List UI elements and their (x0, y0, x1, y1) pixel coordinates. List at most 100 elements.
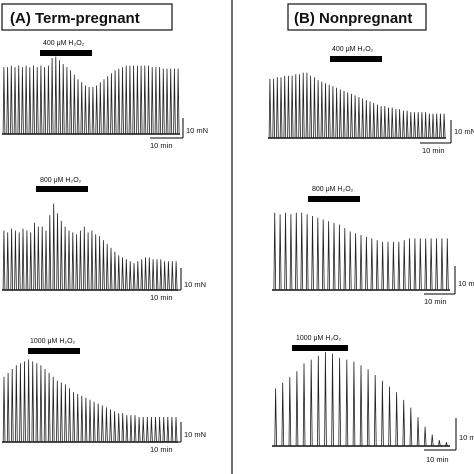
contraction-peak (113, 411, 116, 443)
contraction-peak (397, 241, 401, 291)
contraction-peak (60, 220, 63, 291)
panel-a-title: (A) Term-pregnant (10, 10, 140, 27)
contraction-peak (322, 219, 325, 291)
contraction-peak (97, 403, 100, 443)
contraction-peak (79, 230, 82, 291)
contraction-peak (165, 68, 169, 135)
panel-b-title-box (287, 3, 427, 31)
contraction-peak (121, 67, 124, 135)
contraction-peak (442, 113, 446, 139)
contraction-peak (139, 65, 143, 135)
contraction-peak (117, 255, 121, 291)
contraction-peak (431, 113, 435, 139)
contraction-peak (21, 67, 24, 135)
contraction-peak (10, 65, 13, 135)
contraction-peak (60, 382, 63, 443)
contraction-peak (2, 376, 6, 443)
contraction-peak (39, 65, 43, 135)
contraction-peak (94, 234, 98, 291)
contraction-peak (386, 241, 390, 291)
contraction-peak (438, 440, 441, 447)
scale-force-label-b1: 10 mN (454, 127, 474, 136)
contraction-peak (445, 442, 448, 447)
treatment-label-a1: 400 μM H₂O₂ (43, 40, 85, 47)
contraction-peak (284, 212, 287, 291)
contraction-peak (316, 80, 320, 139)
contraction-peak (366, 369, 370, 447)
contraction-peak (288, 376, 292, 447)
contraction-peak (65, 67, 69, 135)
treatment-bar-a1 (40, 50, 92, 56)
contraction-peak (23, 361, 26, 443)
contraction-peak (154, 416, 157, 443)
contraction-peak (365, 236, 368, 291)
contraction-peak (121, 257, 124, 291)
contraction-peak (338, 357, 341, 447)
contraction-peak (361, 98, 364, 139)
contraction-peak (332, 222, 336, 291)
contraction-peak (278, 214, 282, 291)
contraction-peak (350, 93, 353, 139)
trace-a3 (2, 359, 178, 443)
contraction-peak (370, 238, 374, 291)
contraction-peak (73, 74, 76, 135)
contraction-peak (128, 65, 132, 135)
contraction-peak (159, 259, 163, 291)
contraction-peak (18, 232, 21, 291)
contraction-peak (167, 261, 170, 291)
contraction-peak (99, 82, 102, 135)
contraction-peak (29, 232, 33, 291)
contraction-peak (140, 259, 144, 291)
contraction-peak (154, 67, 158, 135)
contraction-peak (91, 86, 95, 135)
contraction-peak (359, 365, 363, 447)
scale-force-label-a3: 10 mN (184, 430, 206, 439)
contraction-peak (146, 416, 149, 443)
contraction-peak (50, 57, 54, 135)
contraction-peak (413, 238, 417, 291)
contraction-peak (143, 65, 147, 135)
treatment-label-b1: 400 μM H₂O₂ (332, 46, 374, 53)
contraction-peak (56, 213, 59, 291)
contraction-peak (28, 67, 32, 135)
contraction-peak (368, 101, 372, 139)
contraction-peak (446, 238, 449, 291)
contraction-peak (345, 359, 349, 447)
contraction-peak (171, 261, 174, 291)
contraction-peak (339, 89, 342, 139)
contraction-peak (90, 230, 94, 291)
contraction-peak (58, 60, 61, 135)
contraction-peak (174, 261, 178, 291)
contraction-peak (302, 363, 306, 447)
scale-time-label-b1: 10 min (422, 146, 445, 155)
contraction-peak (117, 413, 121, 443)
trace-b2 (272, 212, 450, 291)
contraction-peak (48, 215, 52, 291)
contraction-peak (117, 68, 121, 135)
contraction-peak (63, 226, 67, 291)
contraction-peak (402, 399, 406, 447)
contraction-peak (283, 75, 287, 139)
contraction-peak (435, 113, 439, 139)
contraction-peak (113, 251, 117, 291)
contraction-peak (359, 234, 363, 291)
contraction-peak (316, 217, 320, 291)
contraction-peak (324, 351, 327, 447)
contraction-peak (381, 380, 384, 447)
contraction-peak (80, 395, 84, 443)
contraction-peak (376, 104, 379, 139)
contraction-peak (6, 232, 10, 291)
contraction-peak (76, 79, 80, 135)
contraction-peak (84, 397, 88, 443)
contraction-peak (14, 230, 17, 291)
contraction-peak (424, 238, 428, 291)
contraction-peak (268, 78, 272, 139)
contraction-peak (35, 363, 39, 443)
scale-force-label-a2: 10 mN (184, 280, 206, 289)
treatment-label-b2: 800 μM H₂O₂ (312, 186, 354, 193)
contraction-peak (158, 416, 161, 443)
contraction-peak (125, 415, 129, 443)
contraction-peak (105, 407, 108, 443)
contraction-peak (274, 388, 277, 447)
contraction-peak (392, 241, 395, 291)
